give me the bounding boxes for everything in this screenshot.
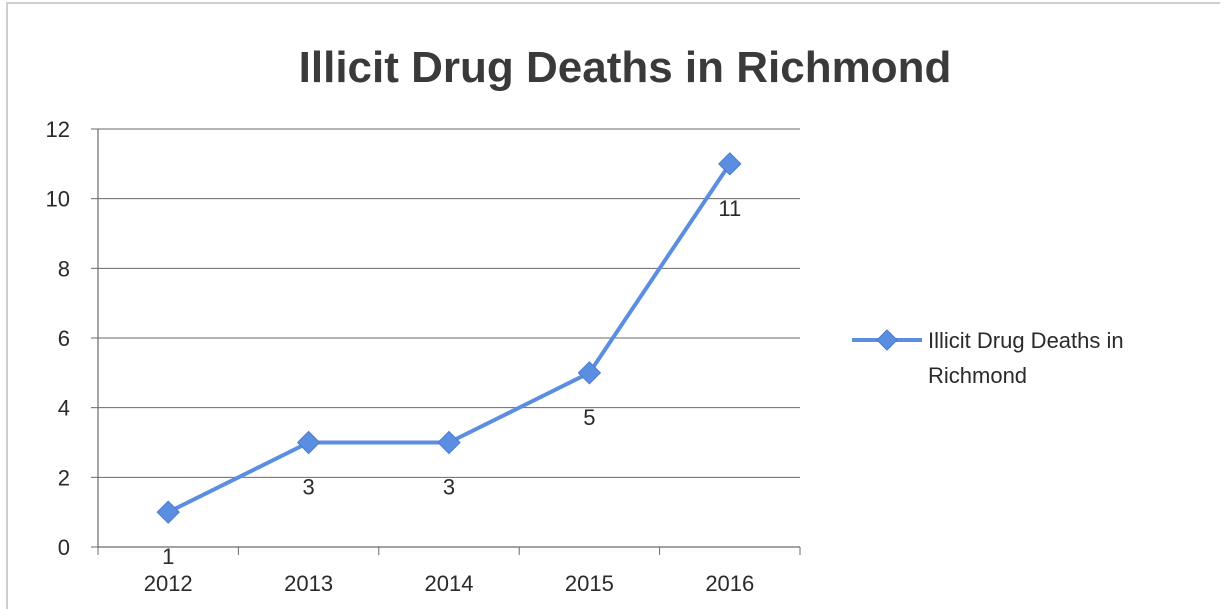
data-label: 5	[583, 405, 595, 430]
legend-label: Illicit Drug Deaths in	[928, 328, 1124, 353]
data-label: 1	[162, 544, 174, 569]
data-point-marker	[156, 500, 180, 524]
legend-marker	[876, 329, 898, 351]
y-tick-label: 6	[58, 326, 70, 351]
legend-label: Richmond	[928, 363, 1027, 388]
y-tick-label: 0	[58, 535, 70, 560]
x-tick-label: 2016	[705, 571, 754, 596]
chart-title: Illicit Drug Deaths in Richmond	[299, 43, 952, 92]
x-tick-label: 2013	[284, 571, 333, 596]
y-tick-label: 8	[58, 256, 70, 281]
data-label: 3	[443, 475, 455, 500]
series-group	[156, 152, 742, 524]
x-tick-labels: 2012 2013 2014 2015 2016	[144, 571, 755, 596]
data-label: 3	[302, 475, 314, 500]
gridlines	[98, 128, 800, 478]
data-label: 11	[718, 196, 741, 221]
data-point-marker	[296, 430, 321, 455]
data-point-marker	[718, 152, 742, 176]
legend: Illicit Drug Deaths in Richmond	[852, 328, 1124, 388]
data-labels: 1 3 3 5 11	[162, 196, 741, 569]
y-tick-label: 10	[46, 187, 70, 212]
y-tick-label: 12	[46, 117, 70, 142]
axes	[91, 128, 801, 555]
x-tick-label: 2014	[425, 571, 474, 596]
chart-frame	[6, 2, 1220, 609]
x-tick-label: 2012	[144, 571, 193, 596]
y-tick-label: 4	[58, 396, 70, 421]
x-tick-label: 2015	[565, 571, 614, 596]
data-point-marker	[577, 361, 602, 385]
data-point-marker	[437, 430, 461, 455]
y-tick-label: 2	[58, 465, 70, 490]
y-tick-labels: 0 2 4 6 8 10 12	[46, 117, 70, 560]
